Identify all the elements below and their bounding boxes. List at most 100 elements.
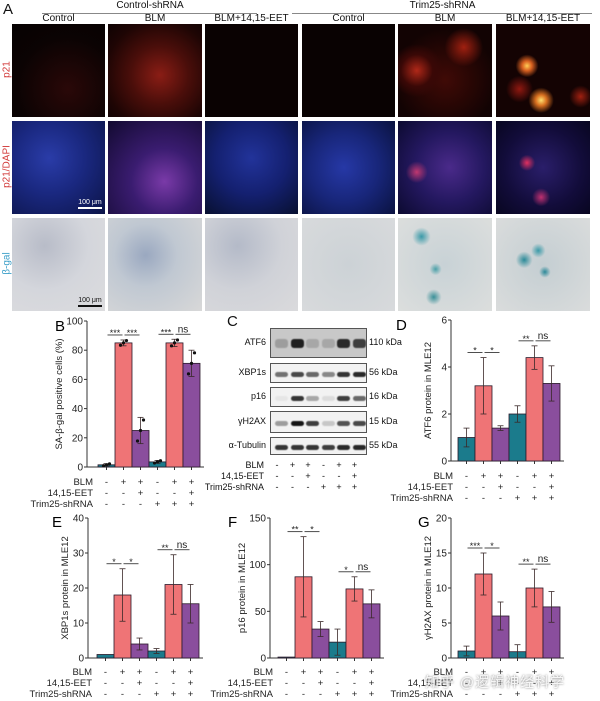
significance-label: *** (110, 328, 121, 338)
wb-band (352, 420, 366, 426)
micrograph-bgal-blm (108, 218, 202, 311)
condition-sign: - (138, 689, 141, 700)
y-tick-label: 60 (72, 375, 84, 386)
micrograph-p21-control (12, 24, 105, 117)
condition-sign: - (465, 667, 468, 678)
group-line-control (42, 13, 257, 14)
wb-band (290, 338, 304, 348)
condition-sign: - (155, 667, 158, 678)
wb-condition-sign: + (351, 460, 358, 470)
y-axis-label: XBP1s protein in MLE12 (60, 536, 71, 640)
micrograph-dapi-control (12, 121, 105, 214)
wb-condition-sign: - (306, 482, 310, 492)
wb-condition-label-1: 14,15-EET (220, 471, 264, 481)
condition-sign: - (302, 689, 305, 700)
wb-band (306, 371, 319, 377)
y-tick-label: 4 (441, 363, 447, 374)
significance-label: *** (161, 327, 172, 337)
wb-band (321, 444, 335, 450)
condition-sign: - (104, 678, 107, 689)
scale-bar-label: 100 μm (78, 297, 102, 304)
condition-sign: - (516, 482, 519, 493)
y-tick-label: 80 (72, 346, 84, 357)
data-point (104, 463, 109, 467)
wb-label-4: α-Tubulin (228, 440, 266, 450)
significance-label: *** (470, 541, 481, 551)
data-point (192, 351, 197, 355)
data-point (155, 460, 160, 464)
watermark: 知乎 @逻辑神经科学 (425, 674, 566, 690)
significance-label: ns (538, 331, 549, 342)
y-tick-label: 5 (441, 619, 447, 630)
micrograph-bgal-blm-eet (205, 218, 298, 311)
condition-sign: + (549, 667, 555, 678)
significance-label: ** (161, 543, 169, 553)
y-tick-label: 100 (66, 317, 83, 328)
micrograph-bgal-trim-blm-eet (496, 218, 590, 311)
y-tick-label: 6 (441, 316, 447, 327)
significance-label: * (490, 541, 494, 551)
wb-condition-sign: - (322, 471, 325, 481)
micrograph-p21-blm-eet (205, 24, 298, 117)
condition-sign: - (482, 482, 485, 493)
condition-label: 14,15-EET (47, 678, 93, 689)
condition-sign: - (319, 689, 322, 700)
panel-letter: D (396, 317, 407, 334)
condition-label: Trim25-shRNA (391, 689, 454, 700)
micrograph-dapi-blm (108, 121, 202, 214)
wb-band (337, 395, 350, 401)
col-title-blm: BLM (144, 13, 166, 24)
condition-sign: + (120, 667, 126, 678)
bar (525, 357, 544, 462)
wb-kda-4: 55 kDa (369, 440, 398, 450)
condition-sign: - (104, 667, 107, 678)
micrograph-p21-blm (108, 24, 202, 117)
significance-label: *** (127, 328, 138, 338)
y-tick-label: 50 (255, 607, 267, 618)
wb-condition-sign: + (320, 482, 327, 492)
wb-blot-0 (270, 328, 367, 358)
data-point (152, 461, 157, 465)
condition-sign: - (482, 493, 485, 504)
wb-band (321, 420, 335, 426)
col-title-trim-blm: BLM (434, 13, 456, 24)
y-tick-label: 10 (73, 619, 85, 630)
condition-label: 14,15-EET (408, 678, 454, 689)
micrograph-bgal-trim-blm (398, 218, 492, 311)
wb-label-1: XBP1s (238, 367, 266, 377)
condition-sign: - (516, 667, 519, 678)
wb-condition-sign: - (291, 482, 294, 492)
condition-sign: + (155, 499, 161, 510)
condition-sign: + (188, 667, 194, 678)
data-point (141, 418, 146, 422)
condition-sign: - (465, 678, 468, 689)
condition-sign: - (516, 678, 519, 689)
wb-condition-sign: - (291, 471, 294, 481)
condition-sign: + (369, 689, 375, 700)
condition-label: 14,15-EET (408, 482, 454, 493)
significance-label: ns (538, 554, 549, 565)
wb-condition-sign: - (275, 460, 279, 470)
condition-sign: - (121, 678, 124, 689)
condition-sign: - (499, 689, 502, 700)
condition-sign: + (318, 667, 324, 678)
micrograph-bgal-trim-control (302, 218, 395, 311)
significance-label: * (344, 565, 348, 575)
data-point (101, 464, 106, 468)
wb-band (290, 395, 304, 401)
condition-sign: - (465, 689, 468, 700)
wb-condition-sign: + (289, 460, 296, 470)
condition-sign: + (172, 477, 178, 488)
condition-sign: - (533, 482, 536, 493)
y-tick-label: 20 (72, 433, 84, 444)
condition-sign: + (532, 689, 538, 700)
condition-sign: - (465, 471, 468, 482)
condition-sign: - (285, 667, 288, 678)
condition-sign: + (532, 667, 538, 678)
y-tick-label: 0 (78, 654, 84, 665)
condition-sign: + (498, 482, 504, 493)
wb-label-0: ATF6 (244, 337, 266, 347)
condition-sign: - (482, 678, 485, 689)
wb-band (352, 338, 366, 348)
